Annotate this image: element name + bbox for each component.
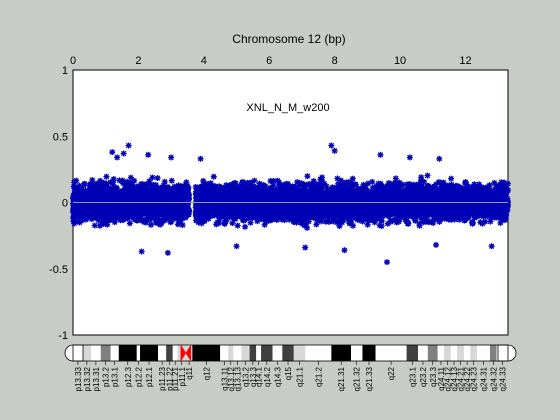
data-point	[106, 194, 113, 201]
data-point	[110, 179, 117, 186]
y-tick-label: 1	[62, 65, 68, 77]
x-tick-label: 8	[332, 55, 338, 67]
data-point	[184, 200, 191, 207]
data-point	[146, 215, 153, 222]
data-point	[136, 212, 143, 219]
data-point	[159, 193, 166, 200]
data-point	[95, 217, 102, 224]
data-point	[71, 179, 78, 186]
data-point	[158, 220, 165, 227]
x-tick-label: 6	[266, 55, 272, 67]
data-point	[79, 205, 86, 212]
data-point	[167, 212, 174, 219]
data-point	[100, 179, 107, 186]
data-point	[183, 184, 190, 191]
data-point	[234, 222, 241, 229]
data-point	[140, 206, 147, 213]
data-point	[174, 203, 181, 210]
data-point	[149, 174, 156, 181]
data-point	[81, 180, 88, 187]
data-point	[126, 220, 133, 227]
data-point	[91, 222, 98, 229]
data-point	[116, 200, 123, 207]
data-point	[89, 177, 96, 184]
data-point	[424, 172, 431, 179]
y-tick-label: 0	[62, 198, 68, 210]
x-tick-label: 4	[201, 55, 207, 67]
data-point	[364, 221, 371, 228]
data-point	[221, 220, 228, 227]
data-point	[213, 221, 220, 228]
data-point	[89, 200, 96, 207]
y-tick-label: 0.5	[53, 131, 68, 143]
data-point	[172, 184, 179, 191]
data-point	[71, 220, 78, 227]
data-point	[150, 207, 157, 214]
data-point	[179, 222, 186, 229]
x-tick-label: 12	[459, 55, 471, 67]
data-point	[154, 175, 161, 182]
data-points	[70, 142, 511, 266]
data-point	[78, 188, 85, 195]
data-point	[118, 207, 125, 214]
data-point	[182, 212, 189, 219]
data-point	[143, 186, 150, 193]
data-point	[167, 219, 174, 226]
data-point	[304, 173, 311, 180]
data-point	[140, 192, 147, 199]
data-point	[151, 188, 158, 195]
data-point	[242, 223, 249, 230]
data-point	[103, 187, 110, 194]
data-point	[147, 221, 154, 228]
data-point	[106, 210, 113, 217]
data-point	[179, 196, 186, 203]
data-point	[171, 194, 178, 201]
data-point	[418, 174, 425, 181]
data-point	[448, 175, 455, 182]
data-point	[70, 215, 77, 222]
data-point	[168, 177, 175, 184]
data-point	[91, 192, 98, 199]
data-point	[116, 177, 123, 184]
data-point	[115, 213, 122, 220]
data-point	[163, 192, 170, 199]
data-point	[72, 189, 79, 196]
data-point	[140, 181, 147, 188]
data-point	[114, 195, 121, 202]
data-point	[91, 209, 98, 216]
data-point	[174, 221, 181, 228]
data-point	[112, 207, 119, 214]
x-tick-label: 0	[70, 55, 76, 67]
data-point	[210, 173, 217, 180]
data-point	[98, 204, 105, 211]
data-point	[88, 216, 95, 223]
y-tick-label: -0.5	[49, 264, 68, 276]
data-point	[122, 196, 129, 203]
data-point	[174, 210, 181, 217]
chart-title: Chromosome 12 (bp)	[232, 32, 345, 46]
data-point	[82, 212, 89, 219]
data-point	[70, 208, 77, 215]
data-point	[103, 173, 110, 180]
x-tick-label: 2	[135, 55, 141, 67]
x-tick-label: 10	[394, 55, 406, 67]
y-tick-label: -1	[58, 330, 68, 342]
data-point	[319, 174, 326, 181]
data-point	[261, 221, 268, 228]
data-point	[128, 210, 135, 217]
data-point	[435, 179, 442, 186]
data-point	[90, 184, 97, 191]
data-point	[72, 198, 79, 205]
data-point	[97, 187, 104, 194]
data-point	[128, 190, 135, 197]
data-point	[161, 178, 168, 185]
data-point	[180, 191, 187, 198]
data-point	[127, 179, 134, 186]
data-point	[149, 198, 156, 205]
